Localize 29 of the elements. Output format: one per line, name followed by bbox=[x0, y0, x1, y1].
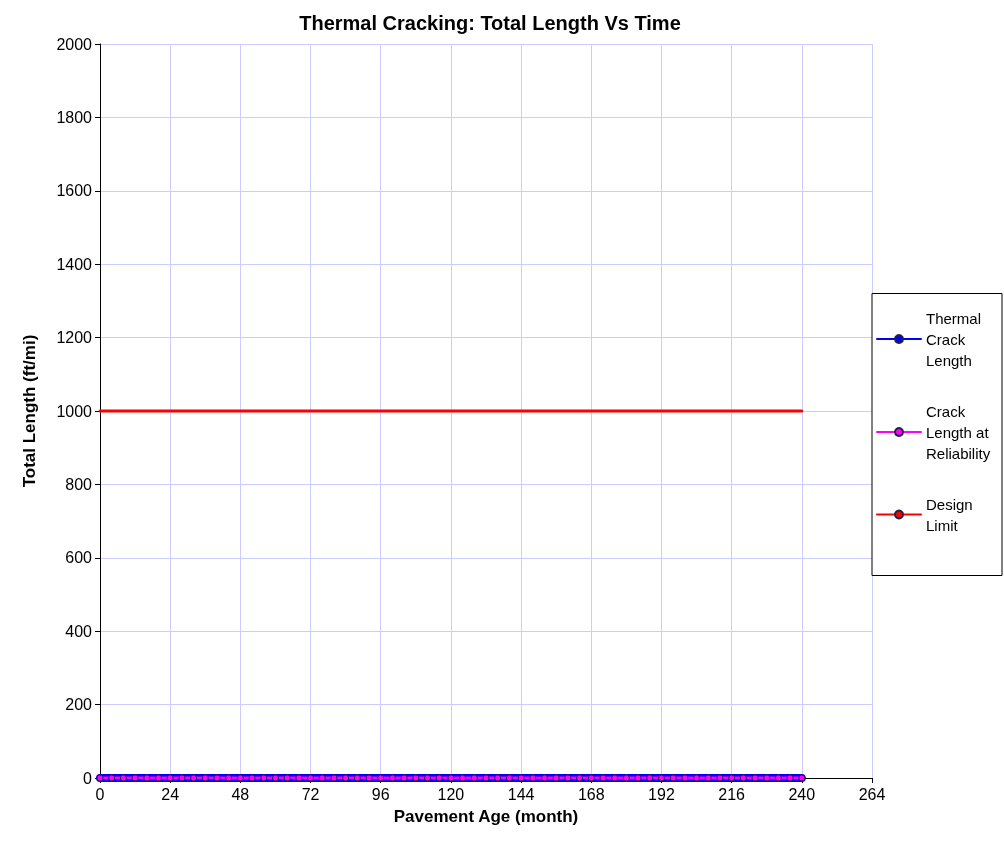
y-tick-label: 2000 bbox=[56, 35, 93, 53]
x-tick-label: 144 bbox=[507, 785, 535, 803]
x-tick-label: 96 bbox=[371, 785, 390, 803]
y-tick-label: 1400 bbox=[56, 255, 93, 273]
x-tick-label: 240 bbox=[788, 785, 816, 803]
x-tick-label: 72 bbox=[301, 785, 320, 803]
y-tick-label: 1800 bbox=[56, 108, 93, 126]
x-tick-label: 216 bbox=[718, 785, 746, 803]
y-tick-label: 600 bbox=[65, 549, 93, 567]
y-tick-label: 400 bbox=[65, 622, 93, 640]
y-tick-label: 1200 bbox=[56, 329, 93, 347]
chart-title: Thermal Cracking: Total Length Vs Time bbox=[299, 12, 681, 34]
x-tick-label: 24 bbox=[161, 785, 180, 803]
x-axis-title: Pavement Age (month) bbox=[393, 807, 579, 826]
legend-label: Crack Length at Reliability bbox=[926, 402, 993, 462]
x-tick-label: 264 bbox=[858, 785, 886, 803]
x-tick-label: 192 bbox=[648, 785, 675, 803]
legend-label: Design Limit bbox=[926, 495, 977, 534]
legend-label: Thermal Crack Length bbox=[926, 309, 986, 369]
x-tick-label: 120 bbox=[437, 785, 465, 803]
y-tick-label: 1000 bbox=[56, 402, 93, 420]
y-axis-title: Total Length (ft/mi) bbox=[20, 334, 39, 488]
y-tick-label: 800 bbox=[65, 475, 93, 493]
y-tick-label: 0 bbox=[83, 769, 93, 787]
x-tick-label: 168 bbox=[577, 785, 605, 803]
y-tick-label: 1600 bbox=[56, 182, 93, 200]
x-tick-label: 48 bbox=[231, 785, 250, 803]
x-tick-label: 0 bbox=[95, 785, 105, 803]
y-tick-label: 200 bbox=[65, 696, 93, 714]
